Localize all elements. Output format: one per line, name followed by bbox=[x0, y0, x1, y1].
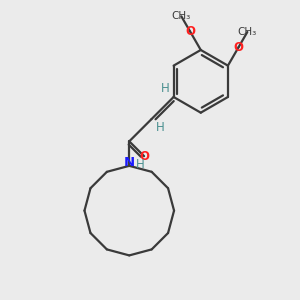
Text: CH₃: CH₃ bbox=[238, 27, 257, 37]
Text: H: H bbox=[155, 121, 164, 134]
Text: N: N bbox=[124, 156, 135, 169]
Text: O: O bbox=[185, 25, 195, 38]
Text: O: O bbox=[139, 150, 149, 163]
Text: H: H bbox=[136, 158, 145, 171]
Text: H: H bbox=[161, 82, 170, 95]
Text: CH₃: CH₃ bbox=[172, 11, 191, 21]
Text: O: O bbox=[234, 40, 244, 53]
